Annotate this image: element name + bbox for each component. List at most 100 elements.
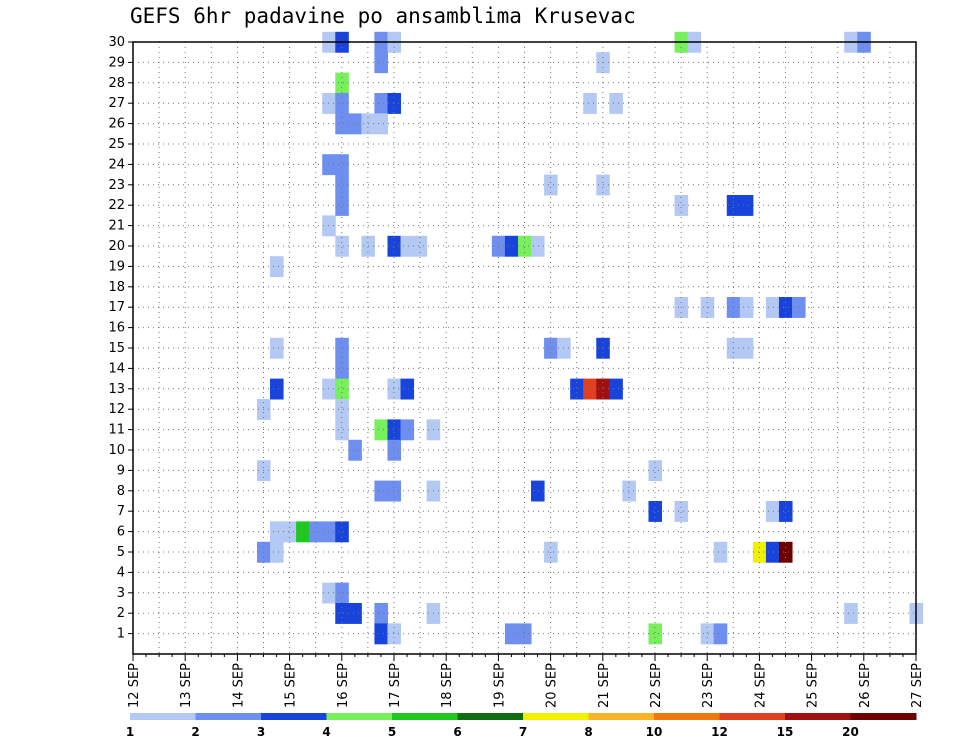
y-tick-label: 7 (117, 504, 125, 519)
legend-swatch (261, 713, 327, 720)
y-tick-label: 15 (108, 341, 125, 356)
precip-cell (374, 93, 388, 114)
precip-cell (374, 603, 388, 624)
precip-cell (739, 195, 754, 216)
x-tick-label: 20 SEP (545, 663, 560, 708)
chart-title: GEFS 6hr padavine po ansamblima Krusevac (130, 4, 636, 28)
precip-cell (296, 521, 310, 543)
legend-label: 2 (191, 725, 199, 739)
y-tick-label: 8 (117, 484, 125, 499)
y-tick-label: 23 (108, 178, 125, 193)
y-tick-label: 20 (108, 239, 125, 254)
legend-swatch (654, 713, 720, 720)
precip-cell (765, 297, 780, 318)
y-tick-label: 2 (117, 606, 125, 621)
precip-cell (335, 358, 349, 380)
legend-label: 7 (519, 725, 527, 739)
precip-cell (400, 378, 415, 400)
precip-cell (335, 399, 349, 420)
precip-cell (335, 113, 349, 135)
precip-cell (374, 419, 388, 441)
y-tick-label: 4 (117, 565, 125, 580)
precip-cell (270, 256, 284, 278)
precip-cell (348, 113, 362, 135)
precip-cell (387, 93, 402, 114)
precip-cell (270, 378, 284, 400)
y-tick-label: 29 (108, 55, 125, 70)
precip-cell (374, 623, 388, 645)
precip-cell (583, 378, 597, 400)
precip-cell (700, 623, 715, 645)
precip-cell (517, 235, 532, 257)
precip-cell (531, 235, 545, 257)
x-tick-label: 25 SEP (806, 663, 821, 708)
y-tick-label: 10 (108, 443, 125, 458)
cells-layer (256, 31, 924, 645)
legend-label: 6 (453, 725, 461, 739)
precip-cell (387, 419, 402, 441)
legend-swatch (719, 713, 786, 720)
precip-cell (374, 113, 388, 135)
y-axis: 1234567891011121314151617181920212223242… (108, 35, 133, 642)
precip-cell (739, 297, 754, 318)
y-tick-label: 12 (108, 402, 125, 417)
x-tick-label: 17 SEP (388, 663, 403, 708)
y-tick-label: 9 (117, 463, 125, 478)
y-tick-label: 5 (117, 545, 125, 560)
legend-swatch (785, 713, 851, 720)
legend-label: 20 (842, 725, 859, 739)
precip-cell (739, 337, 754, 359)
precip-cell (609, 93, 623, 114)
precip-cell (517, 623, 532, 645)
precip-cell (387, 235, 402, 257)
precip-cell (309, 521, 323, 543)
precip-cell (335, 419, 349, 441)
x-tick-label: 22 SEP (649, 663, 664, 708)
y-tick-label: 13 (108, 382, 125, 397)
precip-cell (583, 93, 597, 114)
precip-cell (335, 72, 349, 94)
precip-cell (270, 521, 284, 543)
precip-cell (504, 623, 519, 645)
legend-label: 15 (777, 725, 794, 739)
precip-cell (335, 195, 349, 216)
grid-layer (133, 42, 916, 654)
y-tick-label: 11 (108, 423, 125, 438)
x-tick-label: 26 SEP (858, 663, 873, 708)
legend-swatch (326, 713, 393, 720)
precip-cell (531, 480, 545, 502)
precip-cell (648, 460, 663, 482)
precip-cell (622, 480, 636, 502)
legend-label: 1 (126, 725, 134, 739)
precip-cell (544, 174, 558, 196)
legend-swatch (588, 713, 655, 720)
precip-cell (270, 337, 284, 359)
precip-cell (674, 195, 689, 216)
legend-swatch (523, 713, 589, 720)
legend-swatch (195, 713, 262, 720)
precip-cell (335, 378, 349, 400)
y-tick-label: 26 (108, 117, 125, 132)
precip-cell (335, 582, 349, 604)
legend-label: 3 (257, 725, 265, 739)
x-tick-label: 13 SEP (179, 663, 194, 708)
x-tick-label: 14 SEP (231, 663, 246, 708)
precip-cell (335, 337, 349, 359)
precip-cell (348, 439, 362, 461)
legend-label: 4 (322, 725, 330, 739)
x-tick-label: 12 SEP (127, 663, 142, 708)
y-tick-label: 6 (117, 525, 125, 540)
precip-cell (648, 501, 663, 522)
legend-swatch (130, 713, 196, 720)
legend-label: 5 (388, 725, 396, 739)
x-axis: 12 SEP 13 SEP 14 SEP 15 SEP 16 SEP 17 SEP 18 S… (127, 654, 925, 708)
y-tick-label: 14 (108, 361, 125, 376)
legend-swatch (850, 713, 917, 720)
precip-cell (374, 52, 388, 74)
y-tick-label: 19 (108, 259, 125, 274)
precip-cell (400, 235, 415, 257)
y-tick-label: 27 (108, 96, 125, 111)
precip-cell (674, 501, 689, 522)
y-tick-label: 21 (108, 219, 125, 234)
